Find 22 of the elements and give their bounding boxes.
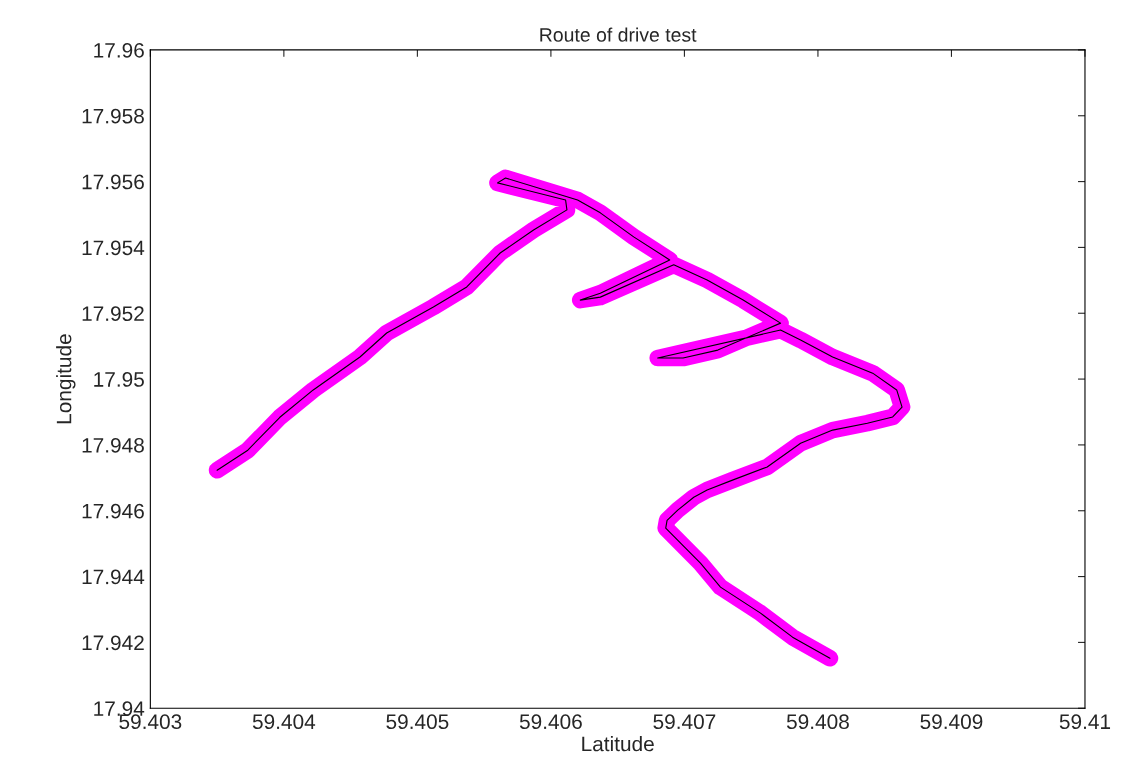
x-tick-label: 59.405 [386,714,449,730]
y-tick-label: 17.96 [94,42,144,58]
x-tick-label: 59.41 [1059,714,1111,730]
x-tick-label: 59.403 [119,714,182,730]
x-tick-label: 59.406 [519,714,582,730]
x-axis-title: Latitude [582,735,654,752]
y-tick-label: 17.942 [82,635,144,651]
x-tick-label: 59.404 [252,714,316,730]
y-axis-title: Longitude [56,334,76,424]
y-tick-label: 17.956 [82,174,144,190]
chart-title: Route of drive test [540,27,697,42]
x-tick-label: 59.408 [786,714,849,730]
y-tick-label: 17.946 [82,503,144,519]
y-tick-label: 17.95 [94,372,144,387]
y-tick-label: 17.958 [82,108,144,124]
x-tick-label: 59.409 [920,714,983,730]
y-tick-label: 17.944 [82,569,145,585]
x-tick-label: 59.407 [653,714,716,730]
y-tick-label: 17.952 [82,306,144,321]
y-tick-label: 17.954 [82,240,145,256]
y-tick-label: 17.94 [94,701,145,716]
y-tick-label: 17.948 [82,437,144,453]
